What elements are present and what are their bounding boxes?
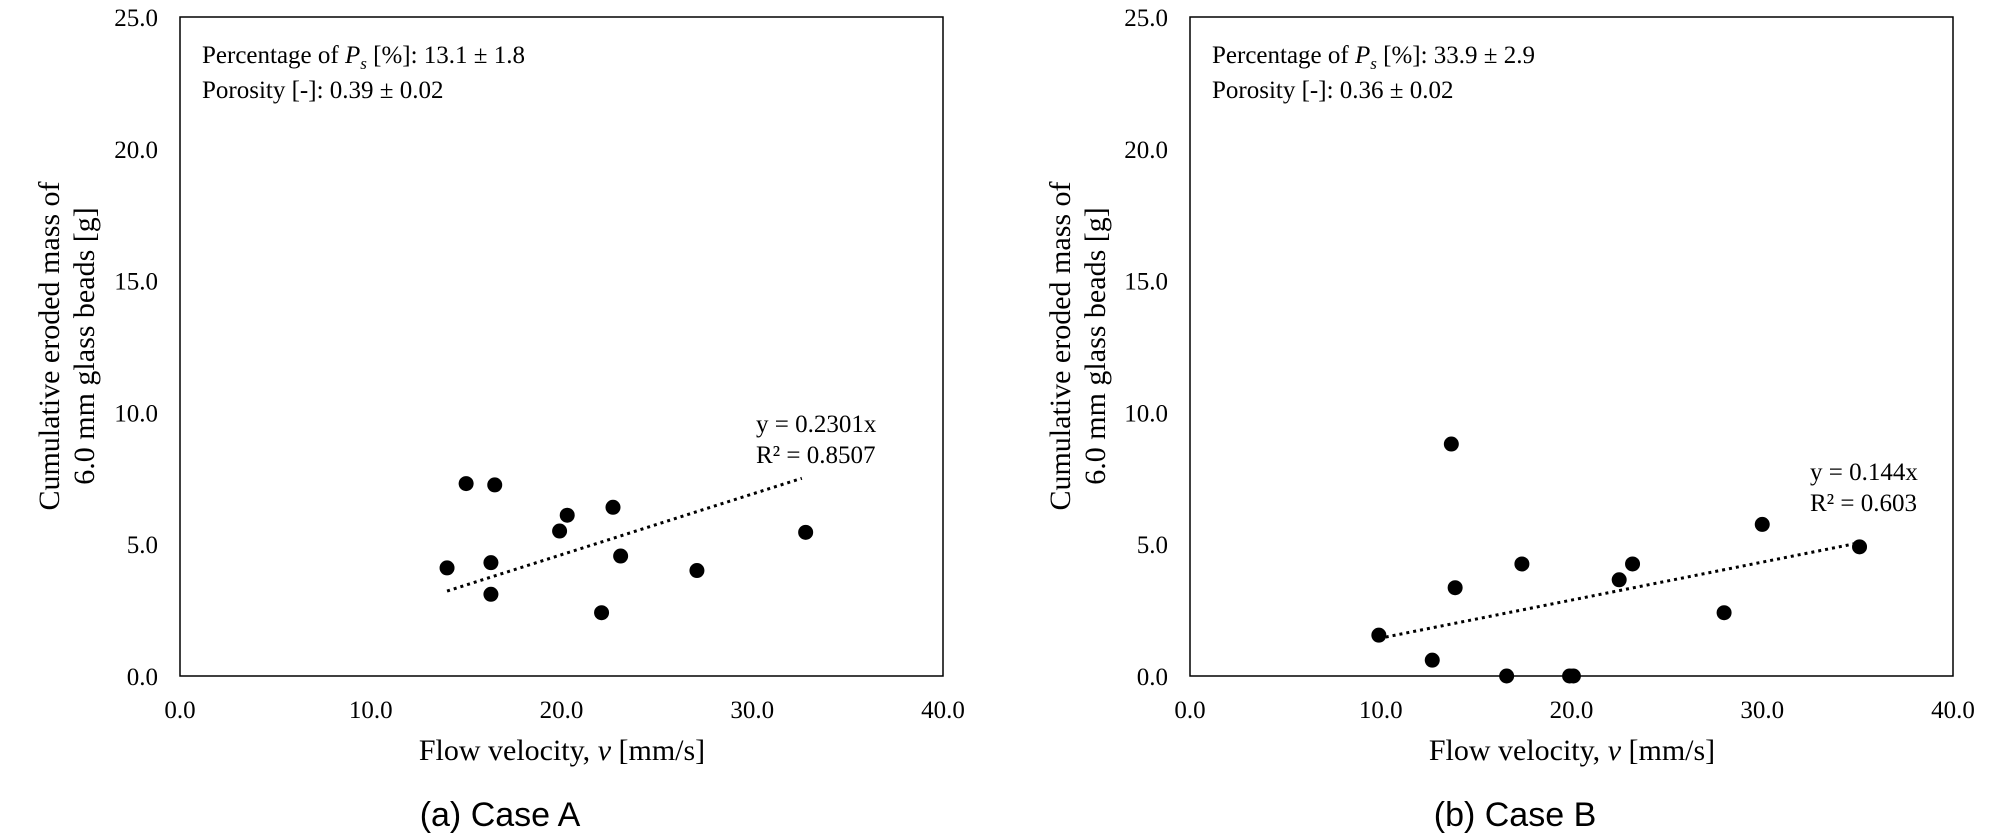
x-tick-label: 0.0 [1174,697,1205,724]
data-point [1443,436,1459,452]
x-tick-labels-a: 0.0 10.0 20.0 30.0 40.0 [164,697,965,724]
data-point [1371,627,1387,643]
data-point [1565,668,1581,684]
y-axis-title-line2-a: 6.0 mm glass beads [g] [68,207,101,484]
data-point [1625,556,1641,572]
y-tick-label: 15.0 [1124,269,1168,296]
y-tick-label: 25.0 [114,5,158,32]
data-point [483,586,499,602]
caption-a: (a) Case A [420,796,581,834]
x-tick-label: 20.0 [540,697,584,724]
x-tick-label: 10.0 [349,697,393,724]
trend-equation-b: y = 0.144x [1810,459,1918,486]
y-axis-title-line1-a: Cumulative eroded mass of [33,181,66,510]
y-tick-labels-a: 0.0 5.0 10.0 15.0 20.0 25.0 [114,5,158,691]
data-point [1852,539,1868,555]
x-tick-label: 30.0 [1740,697,1784,724]
y-tick-label: 25.0 [1124,5,1168,32]
x-tick-labels-b: 0.0 10.0 20.0 30.0 40.0 [1174,697,1975,724]
y-tick-label: 10.0 [114,400,158,427]
plot-area-b [1189,16,1954,677]
data-point [1716,605,1732,621]
data-point [458,476,474,492]
x-axis-title-b: Flow velocity, v [mm/s] [1429,734,1715,767]
y-tick-label: 5.0 [1137,532,1168,559]
data-point [594,605,610,621]
y-tick-labels-b: 0.0 5.0 10.0 15.0 20.0 25.0 [1124,5,1168,691]
trend-equation-a: y = 0.2301x [756,411,877,438]
porosity-stat-a: Porosity [-]: 0.39 ± 0.02 [202,77,444,104]
data-point [483,555,499,571]
y-axis-title-line1-b: Cumulative eroded mass of [1044,181,1077,510]
x-tick-label: 40.0 [921,697,965,724]
trendline-b [1378,541,1858,640]
y-tick-label: 15.0 [114,269,158,296]
data-point [1514,556,1530,572]
data-points-b [1371,436,1868,684]
panel-case-a: 0.0 5.0 10.0 15.0 20.0 25.0 0.0 10.0 20.… [33,5,965,834]
x-tick-label: 40.0 [1931,697,1975,724]
caption-b: (b) Case B [1434,796,1597,834]
trendline-a [446,476,803,593]
data-point [798,524,814,540]
data-point [605,499,621,515]
panel-case-b: 0.0 5.0 10.0 15.0 20.0 25.0 0.0 10.0 20.… [1044,5,1975,834]
data-point [439,560,455,576]
y-tick-label: 20.0 [1124,137,1168,164]
plot-area-a [179,16,944,677]
ps-stat-b: Percentage of Ps [%]: 33.9 ± 2.9 [1212,42,1535,73]
data-point [1424,652,1440,668]
data-point [613,548,629,564]
data-point [1499,668,1515,684]
trend-r2-a: R² = 0.8507 [756,442,876,469]
x-tick-label: 0.0 [164,697,195,724]
trend-r2-b: R² = 0.603 [1810,490,1917,517]
data-point [1754,516,1770,532]
data-point [1611,572,1627,588]
data-point [559,507,575,523]
data-point [1447,580,1463,596]
y-tick-label: 10.0 [1124,400,1168,427]
ps-stat-a: Percentage of Ps [%]: 13.1 ± 1.8 [202,42,525,73]
x-tick-label: 30.0 [730,697,774,724]
data-point [552,523,568,539]
porosity-stat-b: Porosity [-]: 0.36 ± 0.02 [1212,77,1454,104]
y-tick-label: 0.0 [127,664,158,691]
data-points-a [439,476,814,621]
y-axis-title-line2-b: 6.0 mm glass beads [g] [1079,207,1112,484]
x-tick-label: 20.0 [1550,697,1594,724]
data-point [689,563,705,579]
y-tick-label: 0.0 [1137,664,1168,691]
y-tick-label: 5.0 [127,532,158,559]
data-point [487,477,503,493]
x-axis-title-a: Flow velocity, v [mm/s] [419,734,705,767]
x-tick-label: 10.0 [1359,697,1403,724]
y-tick-label: 20.0 [114,137,158,164]
